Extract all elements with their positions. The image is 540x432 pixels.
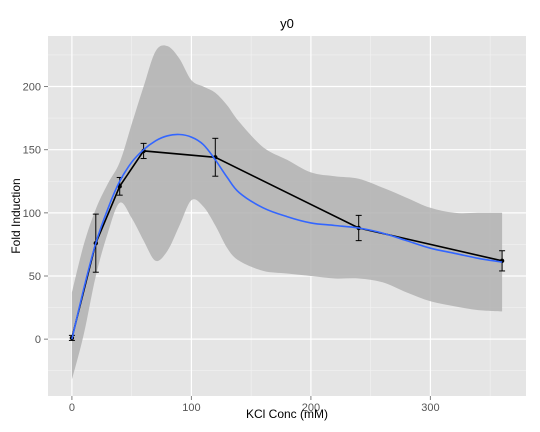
y-tick-label-0: 0 <box>35 334 41 346</box>
fit-series <box>71 133 503 340</box>
x-tick-label-2: 200 <box>302 402 320 414</box>
y-tick-label-3: 150 <box>23 145 41 157</box>
confidence-band <box>71 45 503 380</box>
y-tick-label-2: 100 <box>23 208 41 220</box>
x-axis: 0 100 200 300 <box>69 396 440 414</box>
confidence-band-area <box>71 45 503 380</box>
fit-line <box>71 133 503 340</box>
y-tick-label-1: 50 <box>29 271 41 283</box>
y-tick-label-4: 200 <box>23 82 41 94</box>
x-tick-label-0: 0 <box>69 402 75 414</box>
chart-title: y0 <box>280 16 294 31</box>
y-axis: 0 50 100 150 200 <box>23 82 48 346</box>
x-tick-label-1: 100 <box>182 402 200 414</box>
x-axis-title: KCl Conc (mM) <box>246 407 328 421</box>
y-axis-title: Fold Induction <box>9 178 23 253</box>
x-tick-label-3: 300 <box>421 402 439 414</box>
